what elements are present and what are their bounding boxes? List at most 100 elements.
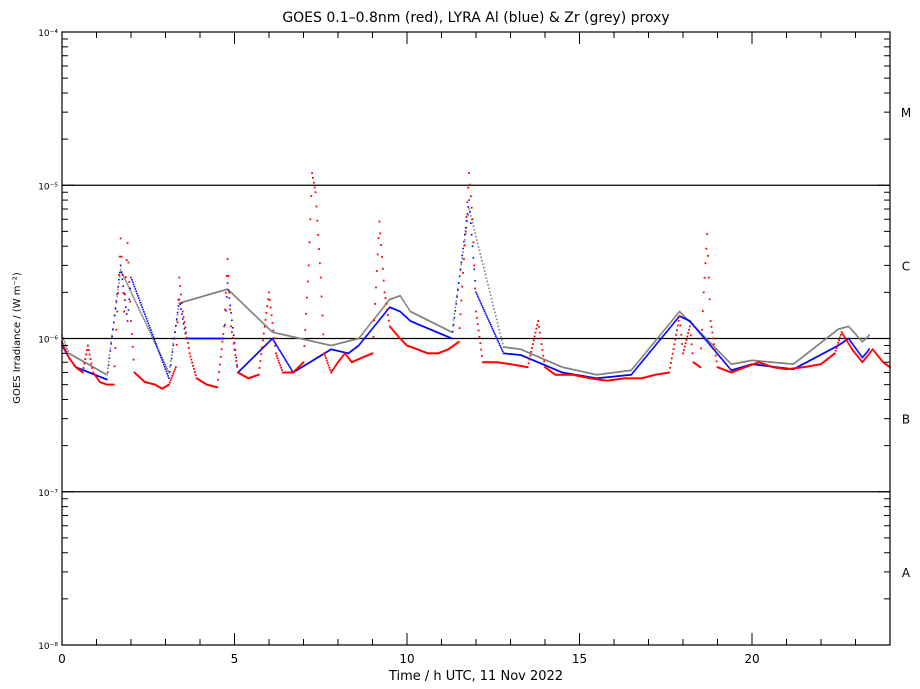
data-point xyxy=(84,361,87,364)
data-point xyxy=(719,356,721,358)
data-point xyxy=(867,335,870,337)
data-point xyxy=(193,368,195,370)
data-point xyxy=(162,363,165,366)
data-point xyxy=(672,348,675,350)
data-point xyxy=(81,359,83,362)
data-point xyxy=(126,320,129,322)
data-point xyxy=(101,376,104,379)
data-point xyxy=(518,348,520,350)
data-point xyxy=(338,342,341,345)
data-point xyxy=(831,333,834,335)
data-point xyxy=(325,343,327,346)
data-point xyxy=(860,360,863,363)
data-point xyxy=(854,333,857,335)
data-point xyxy=(813,357,815,360)
data-point xyxy=(437,331,439,334)
data-point xyxy=(195,337,198,340)
data-point xyxy=(300,338,303,340)
data-point xyxy=(717,354,720,356)
data-point xyxy=(702,334,704,337)
data-point xyxy=(682,314,684,316)
data-point xyxy=(351,339,353,342)
data-point xyxy=(269,306,272,309)
data-point xyxy=(588,372,590,374)
data-point xyxy=(819,354,821,356)
data-point xyxy=(760,360,763,363)
data-point xyxy=(664,333,666,335)
data-point xyxy=(89,364,92,367)
data-point xyxy=(155,343,157,345)
data-point xyxy=(266,305,269,307)
data-point xyxy=(570,368,572,370)
data-point xyxy=(821,340,824,343)
data-point xyxy=(716,353,719,355)
data-point xyxy=(860,340,863,342)
data-point xyxy=(677,316,680,318)
data-point xyxy=(851,342,853,345)
data-point xyxy=(266,326,269,328)
data-point xyxy=(123,310,125,313)
data-point xyxy=(181,318,184,320)
data-point xyxy=(499,344,501,347)
data-point xyxy=(277,332,280,335)
data-point xyxy=(338,359,341,361)
data-point xyxy=(564,367,567,369)
data-point xyxy=(550,361,552,364)
data-point xyxy=(373,318,376,320)
data-point xyxy=(126,283,129,286)
data-point xyxy=(130,276,132,279)
data-point xyxy=(206,294,208,296)
data-point xyxy=(306,296,308,299)
data-point xyxy=(712,344,714,347)
data-point xyxy=(574,369,576,371)
data-point xyxy=(289,335,292,338)
data-point xyxy=(524,350,526,352)
data-point xyxy=(249,359,251,362)
data-point xyxy=(382,314,384,317)
x-tick-label: 0 xyxy=(58,652,66,666)
data-point xyxy=(275,352,277,355)
data-point xyxy=(515,353,518,356)
data-point xyxy=(248,309,250,311)
data-point xyxy=(538,361,540,364)
data-point xyxy=(131,345,134,348)
data-point xyxy=(752,359,755,362)
data-point xyxy=(846,341,849,344)
data-point xyxy=(496,322,499,324)
data-point xyxy=(475,235,477,238)
data-point xyxy=(669,326,671,329)
data-point xyxy=(546,365,549,368)
data-point xyxy=(112,321,115,324)
data-point xyxy=(848,326,851,329)
data-point xyxy=(285,360,288,362)
data-point xyxy=(395,296,398,298)
data-point xyxy=(802,363,804,366)
data-point xyxy=(187,337,190,340)
data-point xyxy=(184,332,187,335)
data-point xyxy=(238,299,240,301)
data-point xyxy=(168,377,170,380)
data-point xyxy=(689,334,692,337)
data-point xyxy=(478,249,481,252)
data-point xyxy=(424,318,426,320)
data-point xyxy=(715,352,718,354)
data-point xyxy=(270,330,273,333)
data-point xyxy=(633,369,636,372)
data-point xyxy=(315,357,318,360)
data-point xyxy=(707,339,709,342)
data-point xyxy=(151,336,154,339)
data-point xyxy=(534,331,537,334)
data-point xyxy=(323,343,325,345)
data-point xyxy=(627,374,630,376)
data-point xyxy=(695,327,697,330)
data-point xyxy=(734,368,737,370)
data-point xyxy=(405,304,407,306)
data-point xyxy=(380,317,382,319)
data-point xyxy=(92,371,94,374)
data-point xyxy=(646,349,649,352)
data-point xyxy=(130,320,132,322)
data-point xyxy=(719,351,721,354)
data-point xyxy=(489,294,492,297)
data-point xyxy=(623,370,626,373)
data-point xyxy=(351,349,354,351)
